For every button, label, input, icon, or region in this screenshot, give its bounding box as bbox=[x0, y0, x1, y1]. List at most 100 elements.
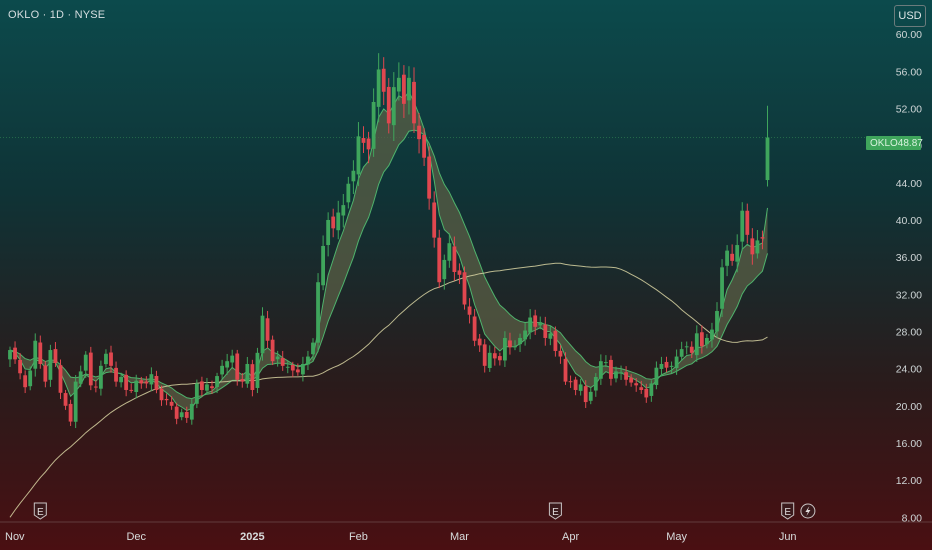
candle-body bbox=[316, 282, 320, 343]
x-tick-label: Mar bbox=[450, 531, 469, 543]
candle-body bbox=[311, 342, 315, 355]
candle-body bbox=[573, 379, 578, 390]
candle-body bbox=[664, 361, 669, 368]
y-tick-label: 8.00 bbox=[902, 512, 923, 524]
candle-body bbox=[538, 322, 543, 326]
candle-body bbox=[366, 138, 371, 150]
ma-slow-line bbox=[9, 129, 768, 400]
candle-body bbox=[371, 101, 376, 149]
candle-body bbox=[280, 358, 285, 366]
candle-body bbox=[184, 411, 189, 418]
ma-ribbon-fill bbox=[10, 91, 768, 411]
candle-body bbox=[391, 87, 396, 126]
candle-body bbox=[179, 412, 184, 418]
candle-body bbox=[715, 311, 719, 332]
candle-body bbox=[73, 381, 78, 422]
candle-body bbox=[230, 355, 235, 363]
candle-body bbox=[503, 337, 507, 361]
earnings-icon[interactable]: E bbox=[33, 502, 47, 520]
candle-body bbox=[568, 381, 573, 383]
candle-body bbox=[452, 246, 457, 272]
price-badge-value: 48.87 bbox=[897, 137, 923, 149]
x-tick-label: May bbox=[666, 531, 687, 543]
candle-body bbox=[23, 375, 28, 388]
currency-button[interactable]: USD bbox=[894, 5, 926, 27]
candle-body bbox=[381, 68, 386, 92]
candle-body bbox=[669, 365, 674, 367]
candle-body bbox=[189, 403, 194, 420]
y-tick-label: 20.00 bbox=[896, 401, 922, 413]
x-tick-label: Dec bbox=[126, 531, 146, 543]
candle-body bbox=[644, 388, 649, 398]
candle-body bbox=[306, 356, 310, 365]
candle-body bbox=[518, 337, 522, 345]
candle-body bbox=[755, 240, 760, 254]
x-tick-label: 2025 bbox=[240, 531, 264, 543]
y-tick-label: 28.00 bbox=[896, 326, 922, 338]
candle-body bbox=[341, 205, 346, 216]
candle-body bbox=[129, 389, 134, 391]
candle-body bbox=[684, 346, 689, 348]
candle-body bbox=[53, 349, 58, 364]
candle-body bbox=[477, 338, 482, 346]
candle-body bbox=[720, 267, 724, 309]
symbol-title[interactable]: OKLO · 1D · NYSE bbox=[8, 9, 106, 21]
candle-body bbox=[710, 329, 714, 340]
candle-body bbox=[220, 365, 224, 375]
candle-body bbox=[290, 364, 295, 371]
candle-body bbox=[583, 386, 588, 403]
y-tick-label: 40.00 bbox=[896, 215, 922, 227]
candle-body bbox=[321, 245, 325, 286]
candle-body bbox=[361, 138, 366, 143]
y-tick-label: 56.00 bbox=[896, 66, 922, 78]
candle-body bbox=[588, 391, 593, 401]
candle-body bbox=[270, 339, 275, 362]
candle-body bbox=[38, 342, 43, 364]
candle-body bbox=[68, 403, 73, 422]
candle-body bbox=[407, 77, 411, 101]
candle-body bbox=[513, 346, 517, 348]
candle-body bbox=[331, 216, 336, 229]
candle-body bbox=[28, 370, 33, 387]
candle-body bbox=[99, 365, 103, 389]
candle-body bbox=[659, 363, 664, 369]
candle-body bbox=[33, 340, 38, 369]
candle-body bbox=[83, 354, 88, 371]
y-tick-label: 12.00 bbox=[896, 475, 922, 487]
candle-body bbox=[624, 372, 628, 380]
lightning-icon[interactable] bbox=[800, 503, 816, 519]
candle-body bbox=[88, 352, 93, 386]
candle-body bbox=[295, 369, 300, 373]
candle-body bbox=[523, 330, 527, 340]
ma-long-line bbox=[9, 262, 768, 518]
x-tick-label: Nov bbox=[5, 531, 25, 543]
candle-body bbox=[250, 364, 255, 390]
y-tick-label: 24.00 bbox=[896, 364, 922, 376]
candle-body bbox=[422, 134, 426, 158]
candle-body bbox=[462, 272, 467, 305]
candle-body bbox=[508, 340, 512, 348]
candle-body bbox=[750, 238, 755, 255]
candle-body bbox=[563, 358, 568, 382]
candle-body bbox=[114, 367, 118, 382]
candle-body bbox=[604, 362, 608, 364]
earnings-icon[interactable]: E bbox=[548, 502, 562, 520]
candle-body bbox=[245, 363, 250, 384]
candle-body bbox=[351, 170, 356, 182]
candle-body bbox=[124, 374, 129, 390]
candle-body bbox=[93, 386, 98, 388]
candle-body bbox=[109, 352, 113, 366]
x-tick-label: Apr bbox=[562, 531, 579, 543]
candle-body bbox=[255, 352, 260, 388]
earnings-icon-label: E bbox=[37, 507, 44, 518]
candle-body bbox=[553, 330, 558, 351]
candle-body bbox=[432, 202, 437, 238]
candle-body bbox=[705, 337, 709, 345]
earnings-icon[interactable]: E bbox=[781, 502, 795, 520]
candle-body bbox=[336, 212, 341, 231]
candle-body bbox=[194, 383, 199, 404]
candle-body bbox=[13, 347, 17, 360]
candle-body bbox=[735, 245, 740, 262]
candle-body bbox=[740, 210, 745, 242]
